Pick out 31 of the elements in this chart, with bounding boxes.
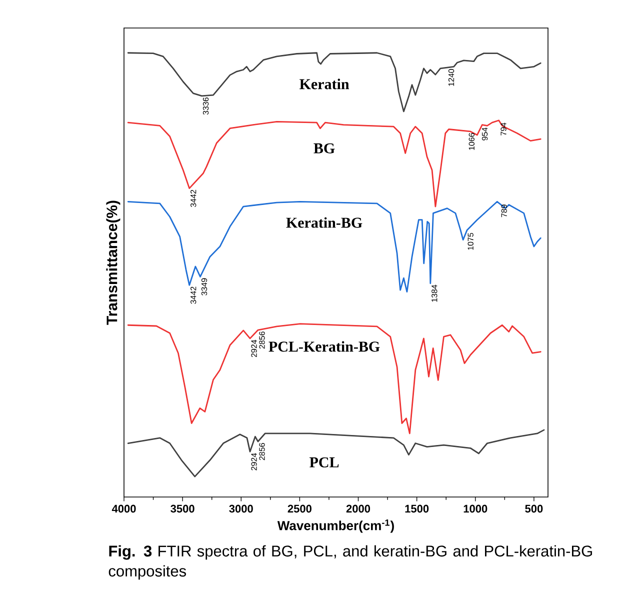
x-tick-label: 1500 — [405, 504, 429, 513]
annotation: 794 — [500, 122, 506, 136]
series-label: Keratin — [300, 78, 350, 90]
series-label: PCL-Keratin-BG — [268, 341, 380, 352]
x-tick-label: 4000 — [112, 504, 136, 513]
annotation: 1384 — [432, 284, 438, 302]
y-axis-title: Transmittance(%) — [106, 200, 120, 325]
annotation: 2856 — [259, 443, 265, 460]
annotation: 2924 — [251, 453, 257, 470]
annotation: 3349 — [201, 278, 208, 296]
x-tick-label: 3000 — [229, 504, 253, 513]
x-tick-label: 2000 — [346, 504, 370, 513]
annotation: 3336 — [202, 98, 209, 115]
series-label: BG — [314, 143, 335, 154]
x-tick-label: 500 — [525, 504, 543, 513]
annotation: 1066 — [468, 133, 474, 150]
x-axis-title: Wavenumber(cm$^{-1}$) — [277, 519, 394, 533]
annotation: 2856 — [259, 332, 265, 349]
x-tick-label: 2500 — [288, 504, 312, 513]
series-label: Keratin-BG — [286, 217, 362, 228]
annotation: 954 — [482, 128, 488, 140]
annotation: 1075 — [468, 232, 474, 250]
annotation: 3442 — [190, 286, 196, 304]
text: Fig. 3 FTIR spectra of BG, PCL, and keratin-BG and PCL-keratin-BG composites — [108, 545, 592, 580]
x-tick-label: 1000 — [464, 504, 488, 513]
annotation: 789 — [501, 204, 507, 218]
x-tick-label: 3500 — [170, 504, 194, 513]
annotation: 1240 — [448, 69, 454, 86]
annotation: 2924 — [251, 340, 257, 358]
series-label: PCL — [310, 457, 339, 468]
annotation: 3442 — [190, 190, 196, 208]
